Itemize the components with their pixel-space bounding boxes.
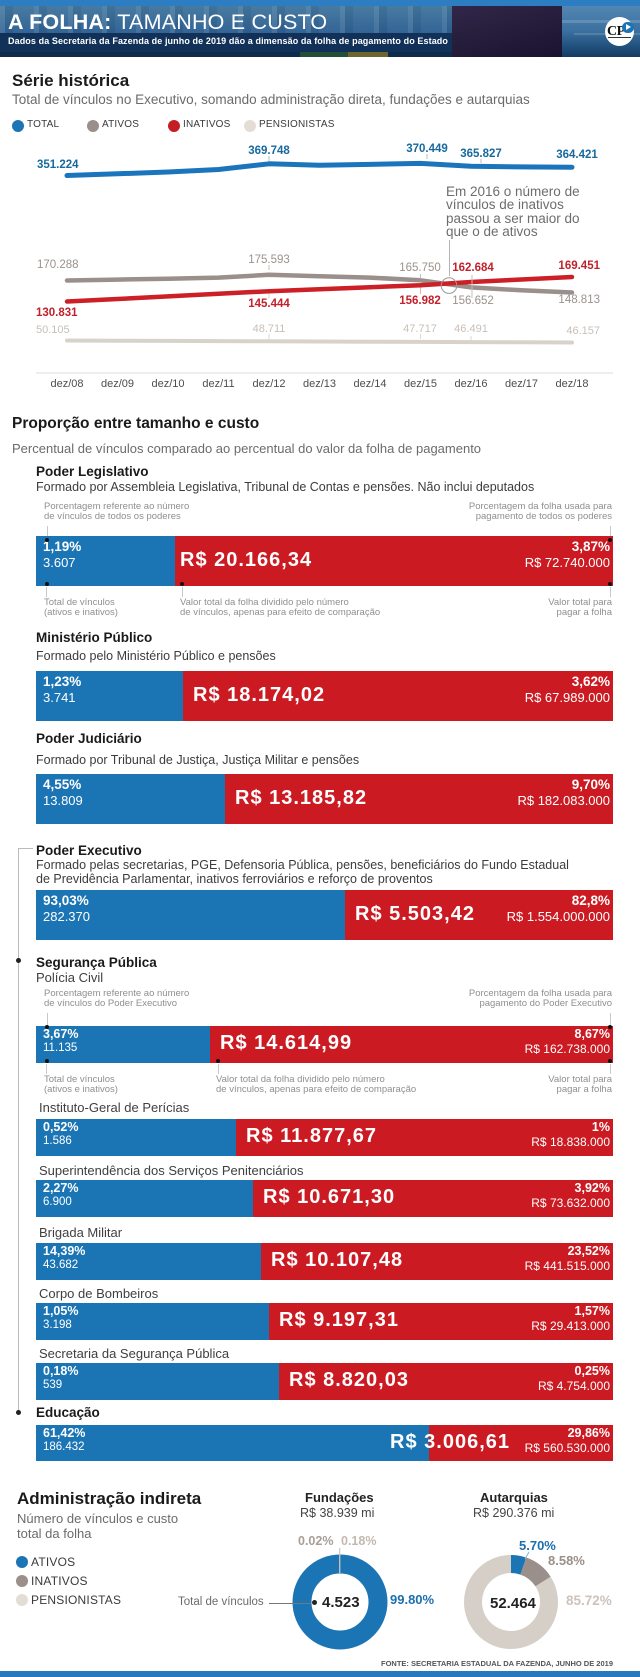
svg-text:165.750: 165.750 <box>399 262 441 274</box>
svg-text:dez/09: dez/09 <box>101 378 134 390</box>
svg-text:dez/12: dez/12 <box>252 378 285 390</box>
svg-text:364.421: 364.421 <box>556 149 598 161</box>
svg-text:162.684: 162.684 <box>452 262 494 274</box>
svg-text:46.157: 46.157 <box>566 325 600 337</box>
svg-text:dez/08: dez/08 <box>50 378 83 390</box>
svg-text:365.827: 365.827 <box>460 148 502 160</box>
svg-text:46.491: 46.491 <box>454 323 488 335</box>
svg-text:dez/13: dez/13 <box>303 378 336 390</box>
svg-text:130.831: 130.831 <box>36 307 78 319</box>
svg-text:dez/17: dez/17 <box>505 378 538 390</box>
svg-text:351.224: 351.224 <box>37 159 79 171</box>
svg-text:148.813: 148.813 <box>558 294 600 306</box>
svg-text:156.982: 156.982 <box>399 295 441 307</box>
svg-text:dez/15: dez/15 <box>404 378 437 390</box>
svg-text:169.451: 169.451 <box>558 260 600 272</box>
svg-text:156.652: 156.652 <box>452 295 494 307</box>
svg-text:47.717: 47.717 <box>403 323 437 335</box>
svg-text:170.288: 170.288 <box>37 259 79 271</box>
svg-text:dez/10: dez/10 <box>151 378 184 390</box>
svg-text:dez/11: dez/11 <box>202 378 234 390</box>
svg-text:dez/14: dez/14 <box>353 378 386 390</box>
svg-text:dez/18: dez/18 <box>555 378 588 390</box>
svg-text:369.748: 369.748 <box>248 145 290 157</box>
svg-text:dez/16: dez/16 <box>454 378 487 390</box>
svg-text:48.711: 48.711 <box>253 323 286 335</box>
svg-text:50.105: 50.105 <box>36 324 70 336</box>
svg-text:145.444: 145.444 <box>248 298 290 310</box>
svg-text:175.593: 175.593 <box>248 254 290 266</box>
svg-text:370.449: 370.449 <box>406 143 448 155</box>
